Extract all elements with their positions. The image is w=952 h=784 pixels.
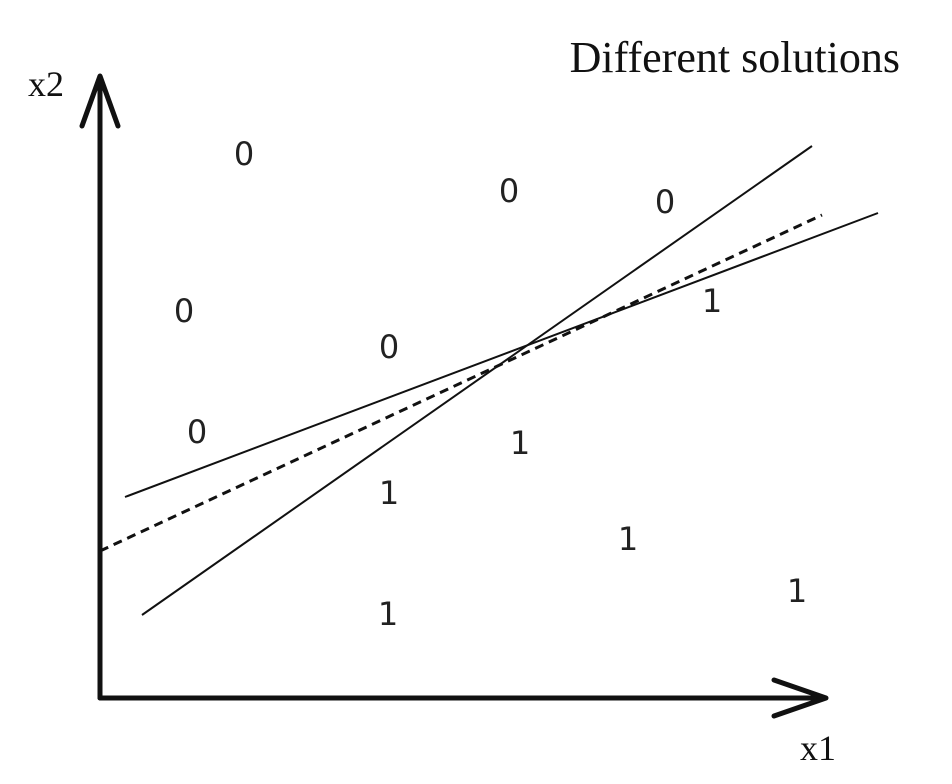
point-class-1: 1	[510, 424, 530, 462]
point-class-0: 0	[234, 135, 254, 173]
point-class-1: 1	[702, 282, 722, 320]
point-class-1: 1	[378, 595, 398, 633]
dashed-separator	[99, 213, 823, 553]
y-axis-arrowhead	[79, 73, 121, 129]
point-class-0: 0	[174, 292, 194, 330]
point-class-1: 1	[787, 572, 807, 610]
point-class-1: 1	[379, 474, 399, 512]
data-points: 0 0 0 0 0 0 1 1 1 1 1 1	[174, 135, 807, 633]
point-class-1: 1	[618, 520, 638, 558]
point-class-0: 0	[655, 183, 675, 221]
point-class-0: 0	[187, 413, 207, 451]
point-class-0: 0	[499, 172, 519, 210]
y-axis-label: x2	[28, 64, 64, 104]
point-class-0: 0	[379, 328, 399, 366]
solid-separator-steep	[141, 145, 813, 616]
diagram-title: Different solutions	[570, 33, 900, 82]
solid-separator-shallow	[124, 212, 879, 498]
x-axis-arrowhead	[771, 677, 829, 719]
separator-lines	[99, 145, 879, 616]
x-axis-label: x1	[800, 728, 836, 768]
axes: x2 x1	[28, 64, 836, 768]
